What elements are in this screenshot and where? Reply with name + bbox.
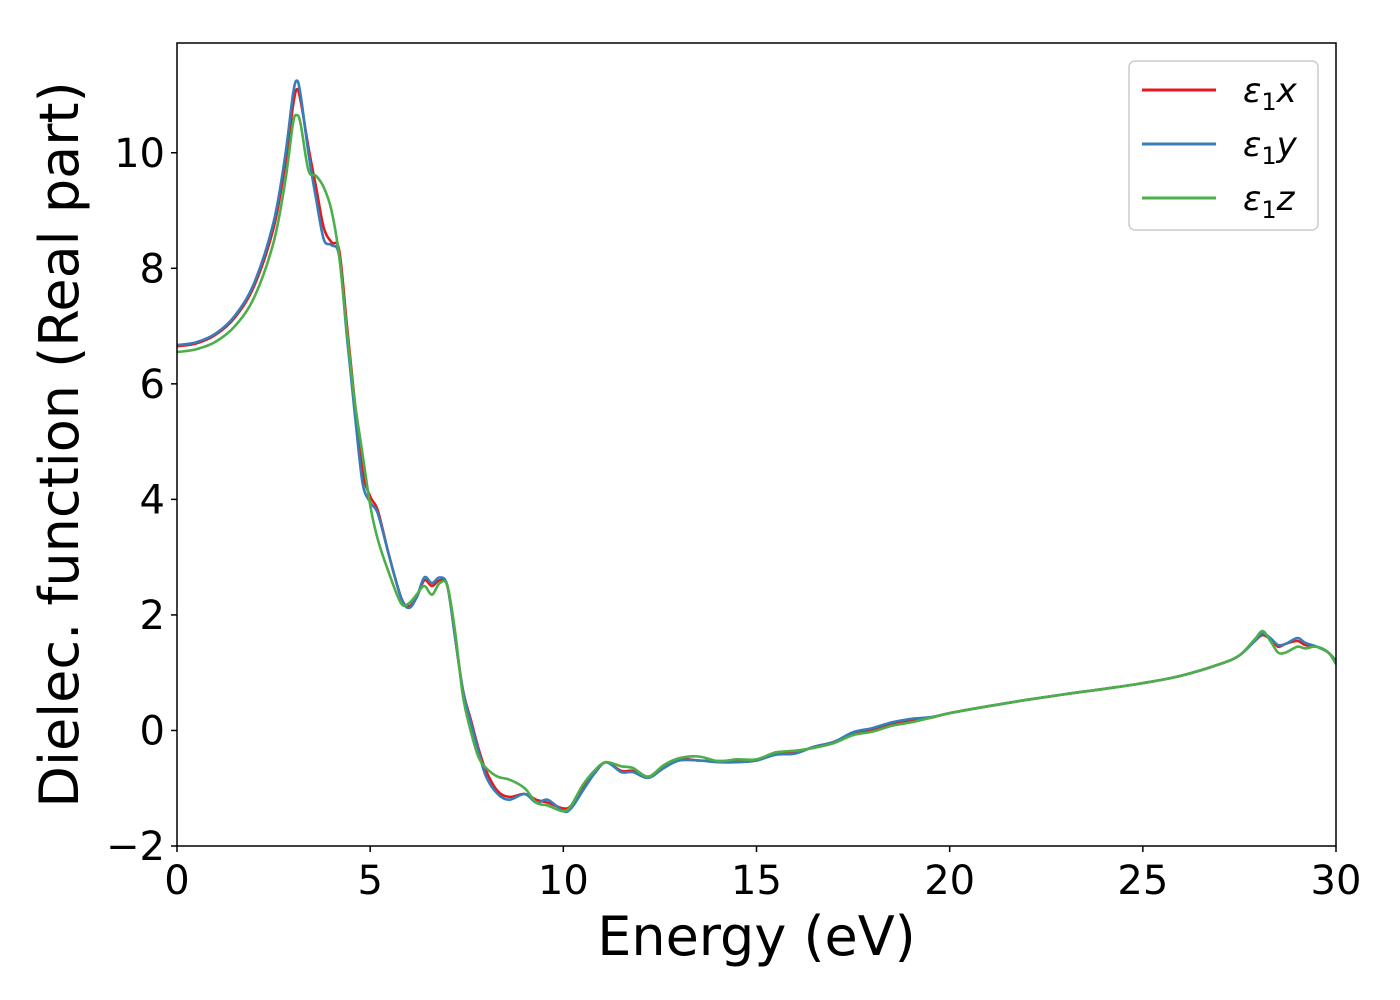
legend-label-base: ε [1243,125,1261,165]
x-tick-label: 25 [1117,858,1168,904]
y-axis-ticks: −2 0 2 4 6 8 10 [106,131,177,870]
x-tick-label: 10 [538,858,589,904]
legend-label-subscript: 1 [1261,196,1276,224]
legend-label-suffix: y [1276,125,1298,165]
legend-label-suffix: z [1276,179,1296,219]
legend-label: ε1x [1243,71,1298,116]
legend-label-base: ε [1243,71,1261,111]
legend-label-suffix: x [1276,71,1298,111]
y-tick-label: 4 [140,477,165,523]
legend-label-subscript: 1 [1261,88,1276,116]
x-tick-label: 5 [357,858,382,904]
legend-label-base: ε [1243,179,1261,219]
y-tick-label: 2 [140,593,165,639]
y-tick-label: 6 [140,362,165,408]
x-tick-label: 20 [924,858,975,904]
legend-label: ε1z [1243,179,1296,224]
series-line-z [177,113,1336,813]
legend-label-subscript: 1 [1261,142,1276,170]
y-tick-label: 0 [140,708,165,754]
x-tick-label: 0 [164,858,189,904]
y-axis-title: Dielec. function (Real part) [28,81,91,807]
y-tick-label: 10 [114,131,165,177]
x-axis-ticks: 0 5 10 15 20 25 30 [164,846,1361,904]
y-tick-label: −2 [106,824,165,870]
x-tick-label: 15 [731,858,782,904]
plot-lines [177,79,1336,814]
x-axis-title: Energy (eV) [597,905,916,968]
legend-box [1128,60,1319,231]
y-tick-label: 8 [140,246,165,292]
x-tick-label: 30 [1311,858,1362,904]
legend-label: ε1y [1243,125,1298,170]
